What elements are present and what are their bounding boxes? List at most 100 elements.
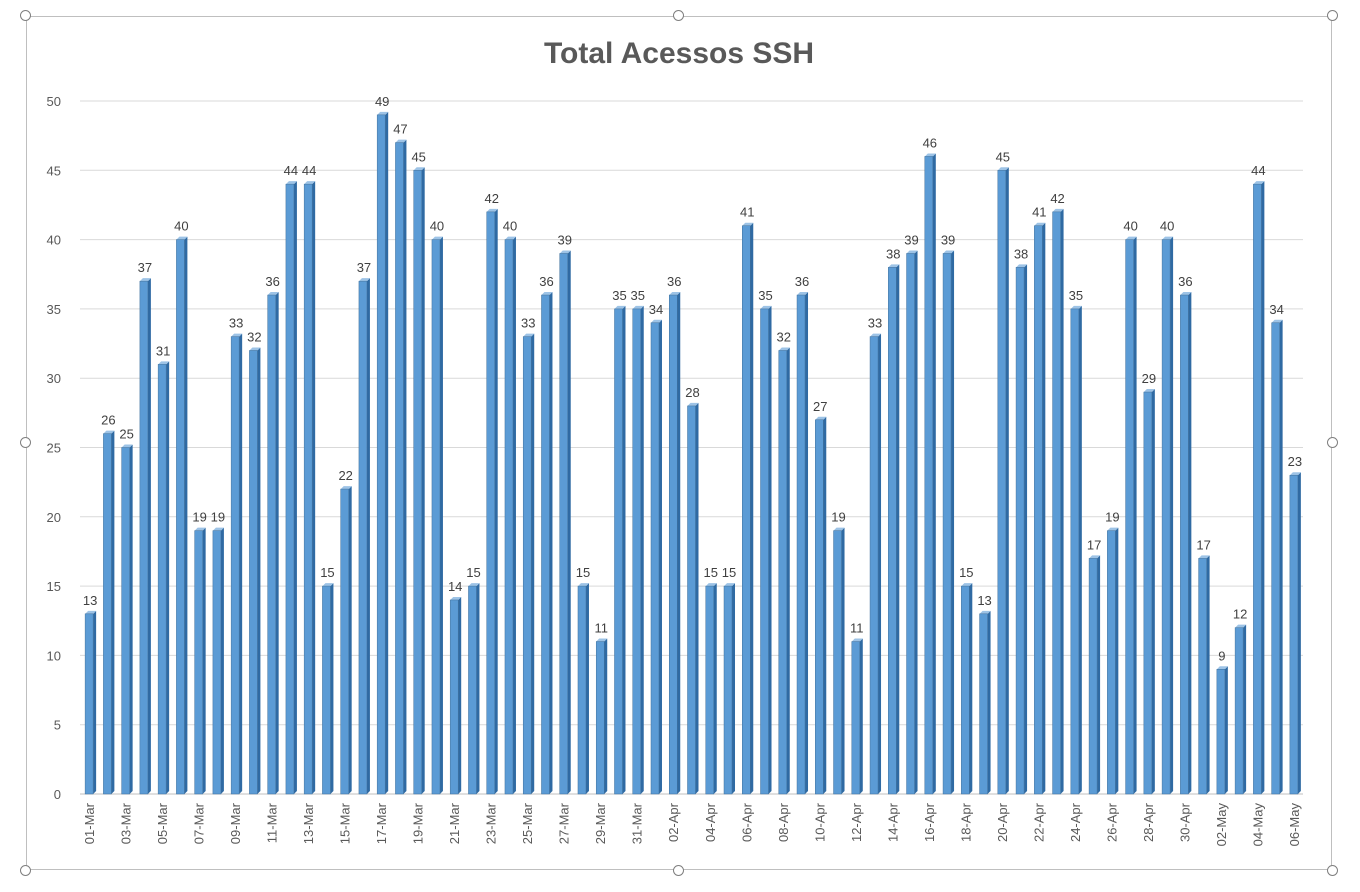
bar-top <box>1198 555 1210 559</box>
bar-side <box>1042 222 1046 795</box>
bar-front <box>1180 294 1189 795</box>
bar-top <box>340 486 352 490</box>
bar-side <box>1243 624 1247 794</box>
bar-side <box>1024 264 1028 794</box>
data-label: 27 <box>813 399 827 414</box>
x-tick-label: 13-Mar <box>301 802 316 844</box>
y-tick-label: 35 <box>47 302 61 317</box>
bar <box>413 167 425 795</box>
x-tick-label: 04-May <box>1250 803 1265 847</box>
resize-handle-top-left[interactable] <box>20 10 31 21</box>
bar-front <box>705 585 715 795</box>
x-tick-label: 22-Apr <box>1031 802 1046 842</box>
data-label: 35 <box>631 288 645 303</box>
bar-top <box>395 139 407 143</box>
bar-front <box>869 336 879 795</box>
bar <box>139 278 151 795</box>
bar-top <box>468 583 480 587</box>
bar-side <box>786 347 790 794</box>
bar-front <box>249 350 258 795</box>
bar <box>1052 208 1064 795</box>
resize-handle-top-right[interactable] <box>1327 10 1338 21</box>
data-label: 9 <box>1218 648 1225 663</box>
resize-handle-bottom-left[interactable] <box>20 865 31 876</box>
y-tick-label: 45 <box>47 163 61 178</box>
bar <box>1198 555 1210 795</box>
bar-side <box>1097 555 1101 794</box>
bar-top <box>249 347 261 351</box>
bar <box>1161 236 1174 795</box>
data-label: 35 <box>758 288 772 303</box>
bar <box>869 333 882 795</box>
bar-top <box>742 222 754 226</box>
bar-top <box>103 430 115 434</box>
bar-front <box>194 530 203 795</box>
bar-front <box>1052 211 1061 795</box>
bar <box>796 292 809 795</box>
bar-front <box>723 585 733 795</box>
bar-top <box>212 527 224 531</box>
data-label: 13 <box>977 593 991 608</box>
bar <box>1143 389 1155 795</box>
bar-top <box>176 236 188 240</box>
bar-side <box>184 236 188 795</box>
bar-top <box>85 610 97 614</box>
bar-front <box>997 170 1007 795</box>
bar-side <box>1279 319 1283 794</box>
bar-top <box>851 638 863 642</box>
x-tick-label: 30-Apr <box>1177 802 1192 842</box>
bar-front <box>577 585 587 795</box>
data-label: 40 <box>174 219 188 234</box>
data-label: 15 <box>320 565 334 580</box>
bar <box>194 527 206 795</box>
bar-front <box>815 419 824 795</box>
bar-front <box>906 253 915 795</box>
resize-handle-bottom-middle[interactable] <box>673 865 684 876</box>
data-labels: 13 26 25 37 31 40 19 19 33 32 36 44 44 15 22 37 49 47 45 40… <box>83 94 1302 663</box>
bar-top <box>1016 264 1028 268</box>
resize-handle-top-middle[interactable] <box>673 10 684 21</box>
bar <box>358 278 370 795</box>
bar <box>376 111 389 795</box>
data-label: 40 <box>1123 219 1137 234</box>
bar <box>1107 527 1119 795</box>
bar-top <box>906 250 918 254</box>
data-label: 22 <box>338 468 352 483</box>
bar <box>449 596 462 795</box>
data-label: 35 <box>1069 288 1083 303</box>
resize-handle-middle-left[interactable] <box>20 437 31 448</box>
bar-top <box>1089 555 1101 559</box>
resize-handle-bottom-right[interactable] <box>1327 865 1338 876</box>
bar <box>924 153 936 795</box>
bar-front <box>139 280 149 795</box>
bar-front <box>285 183 295 795</box>
bar-top <box>760 305 772 309</box>
y-tick-label: 15 <box>47 579 61 594</box>
data-label: 44 <box>284 163 298 178</box>
bar <box>303 181 316 795</box>
data-label: 45 <box>411 149 425 164</box>
bar-side <box>275 292 279 794</box>
bar <box>742 222 754 795</box>
bar <box>504 236 516 795</box>
bars <box>84 111 1301 795</box>
data-label: 33 <box>868 316 882 331</box>
bar-side <box>1206 555 1210 794</box>
bar-side <box>1170 236 1174 795</box>
bar-side <box>549 292 553 794</box>
bar-top <box>431 236 443 240</box>
bar-top <box>304 181 316 185</box>
bar-front <box>1107 530 1116 795</box>
bar-front <box>1070 308 1080 795</box>
bar-side <box>439 236 443 795</box>
bar-side <box>750 222 754 795</box>
bar-top <box>669 292 681 296</box>
resize-handle-middle-right[interactable] <box>1327 437 1338 448</box>
bar <box>979 610 991 795</box>
bar-side <box>531 333 535 794</box>
bar-front <box>833 530 842 795</box>
bar-side <box>1005 167 1009 795</box>
bar-top <box>705 583 717 587</box>
x-tick-label: 09-Mar <box>228 802 243 844</box>
